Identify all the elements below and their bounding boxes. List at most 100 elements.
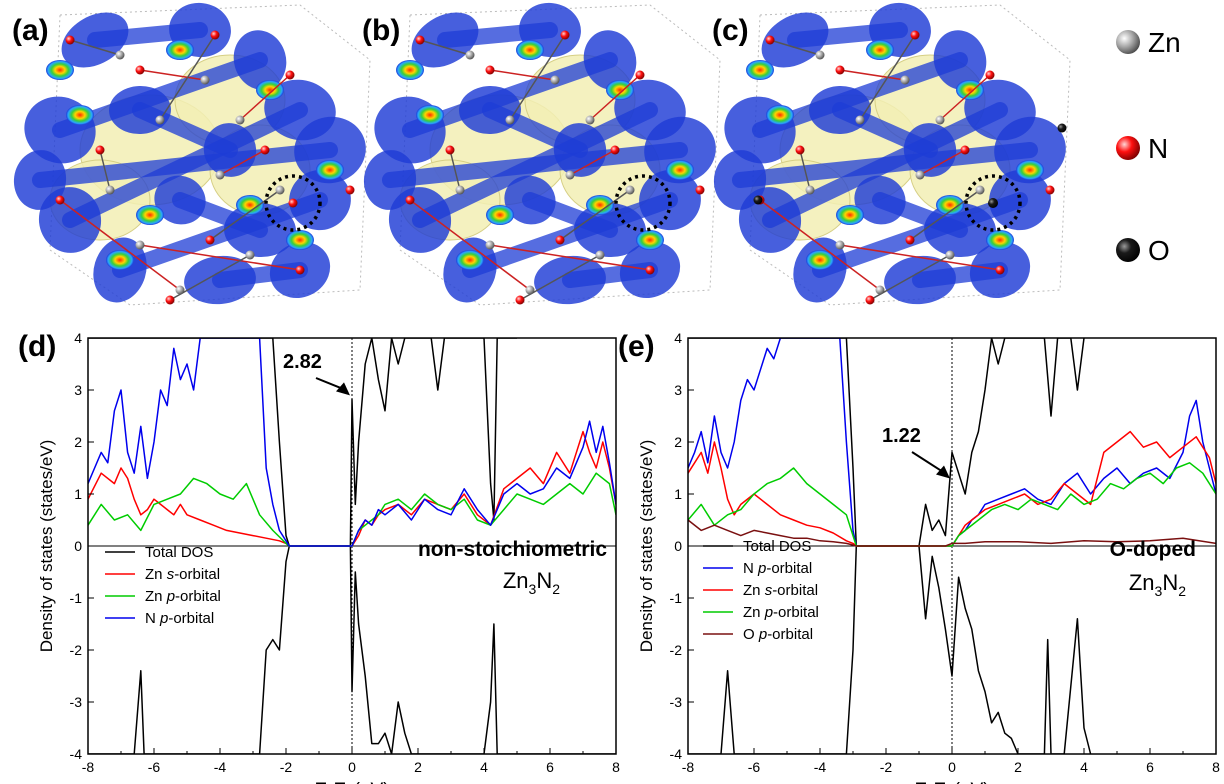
bond (99, 149, 111, 191)
y-tick-label: 3 (74, 382, 82, 398)
n-atom (960, 145, 970, 155)
bond (759, 199, 881, 291)
series-group (88, 338, 616, 754)
n-atom (995, 265, 1005, 275)
series-line-total_down (688, 545, 1092, 754)
n-atom (645, 265, 655, 275)
n-atom (635, 70, 645, 80)
n-atom (95, 145, 105, 155)
y-tick-label: 0 (674, 538, 682, 554)
x-tick-label: -8 (82, 759, 95, 775)
legend-entry: N p-orbital (145, 610, 214, 627)
x-tick-label: -2 (880, 759, 893, 775)
y-tick-label: 4 (674, 330, 682, 346)
legend-entry: Zn p-orbital (743, 604, 819, 621)
zn-atom (625, 185, 635, 195)
zn-atom (805, 185, 815, 195)
charge-hotspot (486, 205, 514, 225)
zn-atom (915, 170, 925, 180)
isosurface-tube (562, 262, 658, 288)
panel-label: (e) (618, 330, 655, 363)
zn-atom (485, 240, 495, 250)
charge-hotspot (986, 230, 1014, 250)
n-atom (445, 145, 455, 155)
bond (209, 189, 281, 241)
zn-atom (275, 185, 285, 195)
x-tick-label: 6 (546, 759, 554, 775)
y-axis-label: Density of states (states/eV) (637, 440, 656, 653)
x-tick-label: -4 (814, 759, 827, 775)
series-line-zn_s (688, 430, 1216, 547)
series-line-total_up (88, 338, 517, 547)
n-atom (515, 295, 525, 305)
bond (799, 149, 811, 191)
atom-legend-label: Zn (1148, 27, 1181, 58)
isosurface-tube (812, 192, 1028, 278)
charge-hotspot (1016, 160, 1044, 180)
y-tick-label: -3 (670, 694, 683, 710)
zn-atom (505, 115, 515, 125)
x-tick-label: 4 (1080, 759, 1088, 775)
series-line-zn_p (688, 462, 1216, 547)
zn-atom (855, 115, 865, 125)
series-line-o_p (688, 519, 1216, 547)
charge-hotspot (106, 250, 134, 270)
charge-hotspot (866, 40, 894, 60)
atom-legend-label: O (1148, 235, 1170, 266)
charge-hotspot (766, 105, 794, 125)
zn-atom (945, 250, 955, 260)
y-tick-label: 2 (674, 434, 682, 450)
bond (909, 189, 981, 241)
x-tick-label: -8 (682, 759, 695, 775)
n-atom (765, 35, 775, 45)
isosurface-tube (87, 22, 208, 48)
zn-atom (935, 115, 945, 125)
zn-atom (235, 115, 245, 125)
charge-hotspot (666, 160, 694, 180)
series-group (688, 338, 1216, 754)
charge-hotspot (66, 105, 94, 125)
zn-atom (215, 170, 225, 180)
unit-cell-outline (49, 4, 371, 306)
material-label-line1: non-stoichiometric (418, 538, 607, 561)
bond (939, 74, 991, 121)
bond (409, 199, 531, 291)
zn-atom (105, 185, 115, 195)
y-tick-label: -4 (70, 746, 83, 762)
legend-entry: Zn s-orbital (743, 582, 818, 599)
y-tick-label: -1 (70, 590, 83, 606)
n-atom (985, 70, 995, 80)
zn-atom (135, 240, 145, 250)
y-tick-label: 3 (674, 382, 682, 398)
annotation-label: 2.82 (283, 351, 322, 373)
o-atom (1057, 123, 1067, 133)
charge-hotspot (606, 80, 634, 100)
bond (919, 149, 966, 176)
n-atom (260, 145, 270, 155)
y-tick-label: 1 (74, 486, 82, 502)
legend-entry: Zn p-orbital (145, 588, 221, 605)
zn-legend-atom (1116, 30, 1140, 54)
charge-hotspot (396, 60, 424, 80)
isosurface-tube (32, 142, 338, 188)
y-tick-label: -2 (670, 642, 683, 658)
bond (449, 149, 461, 191)
y-tick-label: 0 (74, 538, 82, 554)
legend-entry: Zn s-orbital (145, 566, 220, 583)
dos-plot-d: -8 -6 -4 -2 0 2 4 6 8 -4 -3 -2 -1 0 1 2 3 4 E-EF(eV) Densit… (18, 330, 620, 784)
isosurface-tube (912, 262, 1008, 288)
y-tick-label: -3 (70, 694, 83, 710)
n-atom (560, 30, 570, 40)
panel-label: (c) (712, 14, 749, 47)
bond (489, 69, 556, 81)
charge-hotspot (316, 160, 344, 180)
y-tick-label: 4 (74, 330, 82, 346)
bond (569, 149, 616, 176)
material-label-line1: O-doped (1110, 538, 1196, 561)
bond (839, 69, 906, 81)
o-atom (753, 195, 763, 205)
n-legend-atom (1116, 136, 1140, 160)
zn-atom (115, 50, 125, 60)
zn-atom (975, 185, 985, 195)
crystal-panel-2: (c) (712, 2, 1071, 306)
